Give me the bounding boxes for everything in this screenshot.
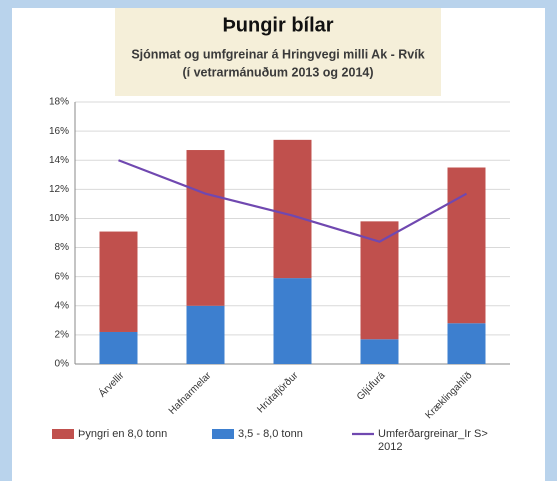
legend-swatch <box>212 429 234 439</box>
bar-segment <box>99 231 138 332</box>
y-tick-label: 12% <box>49 184 69 195</box>
y-tick-label: 16% <box>49 126 69 137</box>
bar-segment <box>273 278 312 364</box>
legend-label: Þyngri en 8,0 tonn <box>78 428 168 440</box>
bar-segment <box>360 339 399 364</box>
bar-segment <box>186 150 225 306</box>
y-tick-label: 18% <box>49 97 69 108</box>
bar-segment <box>447 323 486 364</box>
chart-title: Þungir bílar <box>222 14 333 36</box>
y-tick-label: 8% <box>55 242 70 253</box>
bar-segment <box>447 167 486 324</box>
y-tick-label: 4% <box>55 300 70 311</box>
bar-segment <box>186 305 225 364</box>
title-box <box>115 8 441 96</box>
chart-subtitle: Sjónmat og umfgreinar á Hringvegi milli … <box>131 47 424 61</box>
line-series <box>118 159 468 243</box>
legend-label: Umferðargreinar_Ir S> 2012 <box>378 428 488 453</box>
bar-segment <box>99 331 138 364</box>
legend-label: 3,5 - 8,0 tonn <box>238 428 303 440</box>
legend-swatch <box>52 429 74 439</box>
y-tick-label: 10% <box>49 213 69 224</box>
y-tick-label: 14% <box>49 155 69 166</box>
bar-segment <box>273 139 312 279</box>
y-tick-label: 0% <box>55 359 70 370</box>
bar-segment <box>360 221 399 340</box>
y-tick-label: 6% <box>55 271 70 282</box>
y-tick-label: 2% <box>55 330 70 341</box>
chart-subtitle: (í vetrarmánuðum 2013 og 2014) <box>182 65 373 79</box>
